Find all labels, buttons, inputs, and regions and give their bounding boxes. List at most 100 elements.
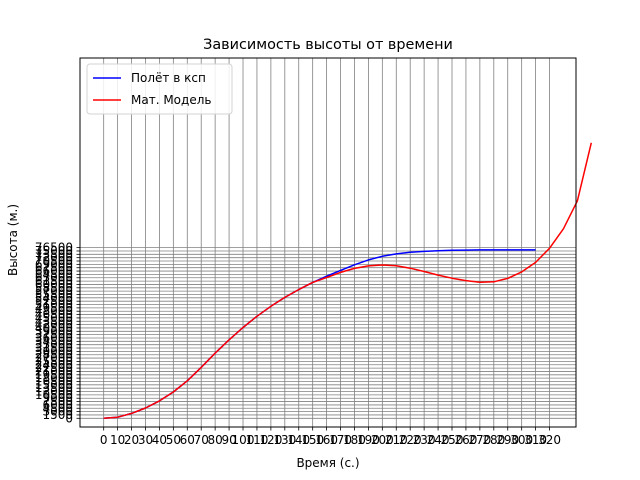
y-tick-label: 21000	[35, 364, 73, 378]
x-tick-label: 290	[496, 433, 519, 447]
y-tick-label: 72000	[35, 251, 73, 265]
plot-series	[103, 142, 593, 420]
x-tick-label: 170	[329, 433, 352, 447]
y-tick-label: 42000	[35, 318, 73, 332]
x-tick-label: 30	[138, 433, 153, 447]
y-tick-label: 6000	[42, 398, 73, 412]
y-tick-label: 7500	[42, 395, 73, 409]
y-tick-label: 34500	[35, 334, 73, 348]
y-tick-label: 1500	[42, 408, 73, 422]
y-tick-label: 33000	[35, 338, 73, 352]
y-tick-label: 9000	[42, 391, 73, 405]
x-tick-label: 220	[399, 433, 422, 447]
series-line-0	[103, 249, 536, 420]
y-tick-label: 24000	[35, 358, 73, 372]
x-tick-label: 50	[166, 433, 181, 447]
y-tick-label: 60000	[35, 277, 73, 291]
y-tick-label: 64500	[35, 267, 73, 281]
x-tick-label: 320	[538, 433, 561, 447]
y-tick-label: 43500	[35, 314, 73, 328]
x-tick-label: 130	[273, 433, 296, 447]
x-tick-label: 210	[385, 433, 408, 447]
x-tick-label: 260	[454, 433, 477, 447]
y-tick-label: 57000	[35, 284, 73, 298]
x-tick-label: 20	[124, 433, 139, 447]
x-tick-label: 280	[482, 433, 505, 447]
y-tick-label: 12000	[35, 385, 73, 399]
legend-label-1: Мат. Модель	[131, 93, 211, 107]
y-tick-label: 63000	[35, 271, 73, 285]
y-tick-label: 13500	[35, 381, 73, 395]
x-tick-label: 250	[441, 433, 464, 447]
y-tick-label: 36000	[35, 331, 73, 345]
x-tick-label: 10	[110, 433, 125, 447]
y-tick-label: 69000	[35, 257, 73, 271]
y-axis-ticks: 0150030004500600075009000105001200013500…	[35, 241, 80, 425]
y-tick-label: 51000	[35, 298, 73, 312]
y-tick-label: 30000	[35, 344, 73, 358]
y-tick-label: 76500	[35, 241, 73, 255]
x-tick-label: 100	[232, 433, 255, 447]
y-tick-label: 66000	[35, 264, 73, 278]
y-tick-label: 70500	[35, 254, 73, 268]
y-tick-label: 0	[65, 411, 73, 425]
x-tick-label: 310	[524, 433, 547, 447]
y-tick-label: 61500	[35, 274, 73, 288]
y-tick-label: 10500	[35, 388, 73, 402]
y-tick-label: 48000	[35, 304, 73, 318]
x-tick-label: 40	[152, 433, 167, 447]
x-tick-label: 60	[180, 433, 195, 447]
y-tick-label: 27000	[35, 351, 73, 365]
y-tick-label: 19500	[35, 368, 73, 382]
y-tick-label: 55500	[35, 287, 73, 301]
x-tick-label: 70	[194, 433, 209, 447]
x-tick-label: 270	[468, 433, 491, 447]
y-tick-label: 28500	[35, 348, 73, 362]
plot-frame	[79, 57, 577, 428]
grid	[80, 58, 576, 427]
y-tick-label: 54000	[35, 291, 73, 305]
chart-title: Зависимость высоты от времени	[203, 37, 453, 53]
y-tick-label: 45000	[35, 311, 73, 325]
y-tick-label: 37500	[35, 328, 73, 342]
x-tick-label: 150	[301, 433, 324, 447]
x-tick-label: 90	[221, 433, 236, 447]
x-tick-label: 180	[343, 433, 366, 447]
x-tick-label: 240	[427, 433, 450, 447]
y-tick-label: 58500	[35, 281, 73, 295]
x-axis-label: Время (с.)	[296, 456, 359, 470]
legend-label-0: Полёт в ксп	[131, 71, 206, 85]
x-tick-label: 110	[245, 433, 268, 447]
y-tick-label: 4500	[42, 401, 73, 415]
y-tick-label: 49500	[35, 301, 73, 315]
x-tick-label: 160	[315, 433, 338, 447]
y-tick-label: 39000	[35, 324, 73, 338]
x-tick-label: 200	[371, 433, 394, 447]
y-tick-label: 67500	[35, 261, 73, 275]
y-axis-label: Высота (м.)	[6, 204, 20, 276]
y-tick-label: 25500	[35, 354, 73, 368]
x-axis-ticks: 0 102030405060708090100110120130140150160…	[100, 427, 561, 447]
x-tick-label: 230	[413, 433, 436, 447]
y-tick-label: 73500	[35, 247, 73, 261]
y-tick-label: 40500	[35, 321, 73, 335]
y-tick-label: 18000	[35, 371, 73, 385]
y-tick-label: 16500	[35, 374, 73, 388]
y-tick-label: 31500	[35, 341, 73, 355]
legend: Полёт в ксп Мат. Модель	[86, 63, 233, 115]
x-tick-label: 0	[100, 433, 108, 447]
x-tick-label: 140	[287, 433, 310, 447]
y-tick-label: 52500	[35, 294, 73, 308]
x-tick-label: 190	[357, 433, 380, 447]
series-line-1	[103, 142, 593, 420]
y-tick-label: 46500	[35, 308, 73, 322]
y-tick-label: 75000	[35, 244, 73, 258]
y-tick-label: 15000	[35, 378, 73, 392]
x-tick-label: 120	[259, 433, 282, 447]
x-tick-label: 300	[510, 433, 533, 447]
legend-box	[86, 63, 233, 115]
y-tick-label: 3000	[42, 405, 73, 419]
x-tick-label: 80	[208, 433, 223, 447]
y-tick-label: 22500	[35, 361, 73, 375]
